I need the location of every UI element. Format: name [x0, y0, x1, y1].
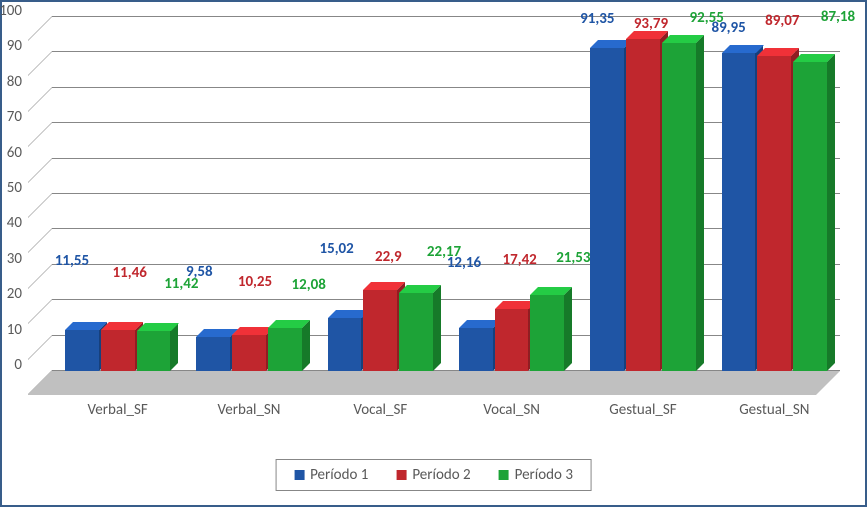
bar-value-label: 11,55 — [55, 252, 89, 270]
bar-front — [495, 309, 529, 371]
bar-value-label: 93,79 — [634, 15, 668, 33]
bar-front — [590, 48, 624, 371]
bar-front — [662, 43, 696, 371]
legend-swatch — [294, 470, 304, 480]
bar-front — [722, 53, 756, 371]
legend-label: Período 3 — [515, 466, 573, 484]
chart-container: 11,5511,4611,42 Verbal_SF 9,5810,2512,08 Ve… — [0, 0, 867, 507]
y-tick-label: 90 — [7, 37, 52, 55]
bar-value-label: 91,35 — [580, 10, 614, 28]
bar-side — [433, 285, 441, 371]
bar-value-label: 12,16 — [447, 254, 481, 272]
legend-item: Período 1 — [294, 466, 368, 484]
bar-top — [137, 323, 179, 331]
y-tick-label: 70 — [7, 108, 52, 126]
y-tick-label: 80 — [7, 73, 52, 91]
bars: 91,3593,7992,55 — [590, 17, 695, 371]
y-tick-label: 0 — [14, 356, 52, 374]
bar-front — [530, 295, 564, 371]
bars: 89,9589,0787,18 — [722, 17, 827, 371]
category-label: Gestual_SN — [709, 401, 840, 419]
bar-front — [328, 318, 362, 371]
bar-front — [268, 328, 302, 371]
bar-value-label: 22,9 — [375, 248, 402, 266]
bar-front — [459, 328, 493, 371]
bar-group: 12,1617,4221,53Vocal_SN — [446, 17, 577, 371]
legend-swatch — [499, 470, 509, 480]
bar-top — [722, 45, 764, 53]
y-tick-label: 60 — [7, 144, 52, 162]
bar-value-label: 89,95 — [711, 19, 745, 37]
bar-group: 89,9589,0787,18Gestual_SN — [709, 17, 840, 371]
bar-side — [827, 54, 835, 371]
bar-front — [757, 56, 791, 371]
bar-group: 9,5810,2512,08Verbal_SN — [183, 17, 314, 371]
bar-value-label: 10,25 — [238, 273, 272, 291]
bar-side — [302, 320, 310, 371]
bar-side — [696, 35, 704, 371]
bar-side — [564, 287, 572, 371]
bars: 9,5810,2512,08 — [196, 17, 301, 371]
bars: 11,5511,4611,42 — [65, 17, 170, 371]
bar-group: 11,5511,4611,42Verbal_SF — [52, 17, 183, 371]
bar-front — [232, 335, 266, 371]
legend-item: Período 3 — [499, 466, 573, 484]
y-tick-label: 50 — [7, 179, 52, 197]
bar-front — [363, 290, 397, 371]
y-tick-label: 20 — [7, 285, 52, 303]
bar-front — [65, 330, 99, 371]
legend-item: Período 2 — [396, 466, 470, 484]
bar-groups: 11,5511,4611,42Verbal_SF9,5810,2512,08Ve… — [52, 17, 840, 371]
category-label: Verbal_SF — [52, 401, 183, 419]
y-tick-label: 100 — [0, 2, 52, 20]
bars: 15,0222,922,17 — [328, 17, 433, 371]
bar-front — [399, 293, 433, 371]
category-label: Vocal_SN — [446, 401, 577, 419]
category-label: Vocal_SF — [315, 401, 446, 419]
category-label: Gestual_SF — [577, 401, 708, 419]
bars: 12,1617,4221,53 — [459, 17, 564, 371]
bar-front — [137, 331, 171, 371]
plot-area: 11,5511,4611,42Verbal_SF9,5810,2512,08Ve… — [52, 17, 840, 395]
bar-group: 91,3593,7992,55Gestual_SF — [577, 17, 708, 371]
legend: Período 1 Período 2 Período 3 — [275, 459, 592, 491]
bar-value-label: 17,42 — [503, 251, 537, 269]
bar-front — [793, 62, 827, 371]
bar-value-label: 15,02 — [319, 240, 353, 258]
legend-label: Período 2 — [412, 466, 470, 484]
bar-value-label: 89,07 — [765, 12, 799, 30]
legend-swatch — [396, 470, 406, 480]
y-tick-label: 30 — [7, 250, 52, 268]
bar-front — [101, 330, 135, 371]
category-label: Verbal_SN — [183, 401, 314, 419]
bar-front — [626, 39, 660, 371]
bar-value-label: 87,18 — [821, 8, 855, 26]
bar-value-label: 9,58 — [186, 263, 213, 281]
legend-label: Período 1 — [310, 466, 368, 484]
chart-floor — [28, 371, 840, 395]
bar-front — [196, 337, 230, 371]
y-tick-label: 10 — [7, 321, 52, 339]
y-tick-label: 40 — [7, 214, 52, 232]
bar-value-label: 11,46 — [113, 264, 147, 282]
bar-group: 15,0222,922,17Vocal_SF — [315, 17, 446, 371]
